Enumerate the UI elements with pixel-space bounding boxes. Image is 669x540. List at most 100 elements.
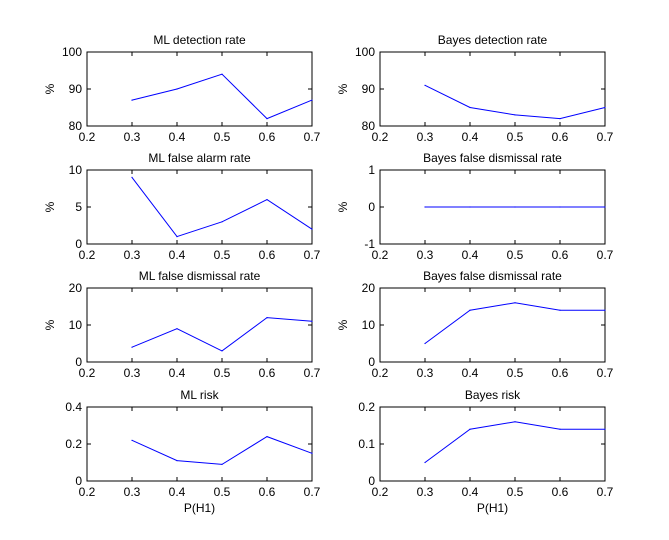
- y-tick-label: 0.4: [65, 400, 82, 414]
- x-tick-label: 0.6: [259, 130, 276, 144]
- data-point: [559, 309, 561, 311]
- x-axis-label: P(H1): [184, 501, 215, 515]
- data-point: [266, 317, 268, 319]
- data-point: [604, 309, 606, 311]
- x-tick-label: 0.2: [372, 248, 389, 262]
- data-point: [221, 463, 223, 465]
- y-tick-label: 0.2: [65, 437, 82, 451]
- data-point: [514, 421, 516, 423]
- y-tick-label: 0: [75, 474, 82, 488]
- x-tick-label: 0.6: [552, 130, 569, 144]
- subplot-3: 0.2 0.3 0.4 0.5 0.6 0.7 0 5 10 ML false alarm rat…: [43, 151, 321, 262]
- x-tick-label: 0.3: [124, 130, 141, 144]
- x-tick-label: 0.5: [507, 366, 524, 380]
- y-tick-label: 0.2: [358, 400, 375, 414]
- subplot-4: 0.2 0.3 0.4 0.5 0.6 0.7 -1 0 1 Bayes false dismis…: [336, 151, 614, 262]
- data-point: [176, 236, 178, 238]
- subplot-title: Bayes false dismissal rate: [423, 151, 562, 165]
- y-tick-label: 100: [355, 45, 375, 59]
- x-tick-label: 0.4: [169, 485, 186, 499]
- subplot-title: ML false dismissal rate: [139, 269, 261, 283]
- data-point: [221, 73, 223, 75]
- data-point: [176, 460, 178, 462]
- y-tick-label: 0: [75, 237, 82, 251]
- y-tick-label: 20: [69, 281, 83, 295]
- data-point: [311, 99, 313, 101]
- subplot-5: 0.2 0.3 0.4 0.5 0.6 0.7 0 10 20 ML false dismissa…: [43, 269, 321, 380]
- data-point: [604, 106, 606, 109]
- data-point: [131, 99, 133, 101]
- plot-area: [379, 406, 606, 482]
- x-tick-label: 0.2: [79, 248, 96, 262]
- data-point: [604, 428, 606, 430]
- x-tick-label: 0.5: [214, 485, 231, 499]
- y-tick-label: 0: [368, 200, 375, 214]
- x-tick-label: 0.6: [552, 366, 569, 380]
- data-point: [311, 228, 313, 230]
- y-tick-label: 90: [362, 82, 376, 96]
- data-point: [311, 320, 313, 322]
- y-tick-label: -1: [364, 237, 375, 251]
- data-point: [424, 461, 426, 464]
- x-tick-label: 0.4: [169, 130, 186, 144]
- x-tick-label: 0.5: [507, 248, 524, 262]
- x-tick-label: 0.4: [462, 248, 479, 262]
- x-axis-label: P(H1): [477, 501, 508, 515]
- x-tick-label: 0.4: [462, 130, 479, 144]
- data-point: [514, 206, 516, 208]
- x-tick-label: 0.7: [597, 485, 614, 499]
- x-tick-label: 0.2: [79, 130, 96, 144]
- x-tick-label: 0.7: [597, 130, 614, 144]
- x-tick-label: 0.3: [124, 366, 141, 380]
- data-point: [559, 428, 561, 430]
- y-tick-label: 0.1: [358, 437, 375, 451]
- y-tick-label: 10: [69, 318, 83, 332]
- data-point: [131, 346, 133, 348]
- x-tick-label: 0.3: [124, 485, 141, 499]
- x-tick-label: 0.6: [259, 248, 276, 262]
- y-axis-label: %: [43, 319, 57, 330]
- x-tick-label: 0.7: [304, 366, 321, 380]
- subplot-title: Bayes risk: [465, 388, 521, 402]
- y-tick-label: 10: [69, 163, 83, 177]
- x-tick-label: 0.5: [214, 130, 231, 144]
- data-point: [514, 302, 516, 304]
- y-tick-label: 10: [362, 318, 376, 332]
- subplot-1: 0.2 0.3 0.4 0.5 0.6 0.7 80 90 100 ML detection ra…: [43, 33, 321, 144]
- data-point: [559, 118, 561, 120]
- x-tick-label: 0.3: [124, 248, 141, 262]
- plot-area: [379, 51, 606, 127]
- x-tick-label: 0.3: [417, 485, 434, 499]
- subplot-title: ML detection rate: [153, 33, 246, 47]
- y-axis-label: %: [336, 201, 350, 212]
- data-point: [469, 309, 471, 311]
- y-tick-label: 1: [368, 163, 375, 177]
- x-tick-label: 0.4: [462, 366, 479, 380]
- data-point: [266, 118, 268, 120]
- data-point: [559, 206, 561, 208]
- x-tick-label: 0.7: [304, 485, 321, 499]
- subplot-6: 0.2 0.3 0.4 0.5 0.6 0.7 0 10 20 Bayes false dismi…: [336, 269, 614, 380]
- x-tick-label: 0.3: [417, 248, 434, 262]
- subplot-title: ML false alarm rate: [148, 151, 251, 165]
- data-point: [424, 84, 426, 86]
- x-tick-label: 0.4: [169, 248, 186, 262]
- x-tick-label: 0.7: [304, 248, 321, 262]
- x-tick-label: 0.5: [214, 248, 231, 262]
- data-point: [176, 328, 178, 330]
- x-tick-label: 0.6: [259, 485, 276, 499]
- y-tick-label: 80: [362, 119, 376, 133]
- x-tick-label: 0.6: [552, 248, 569, 262]
- x-tick-label: 0.7: [304, 130, 321, 144]
- y-axis-label: %: [336, 319, 350, 330]
- x-tick-label: 0.2: [372, 366, 389, 380]
- x-tick-label: 0.2: [372, 130, 389, 144]
- x-tick-label: 0.4: [462, 485, 479, 499]
- data-point: [424, 342, 426, 345]
- data-point: [221, 350, 223, 352]
- x-tick-label: 0.7: [597, 248, 614, 262]
- data-point: [469, 106, 471, 109]
- y-tick-label: 90: [69, 82, 83, 96]
- subplot-title: Bayes detection rate: [438, 33, 548, 47]
